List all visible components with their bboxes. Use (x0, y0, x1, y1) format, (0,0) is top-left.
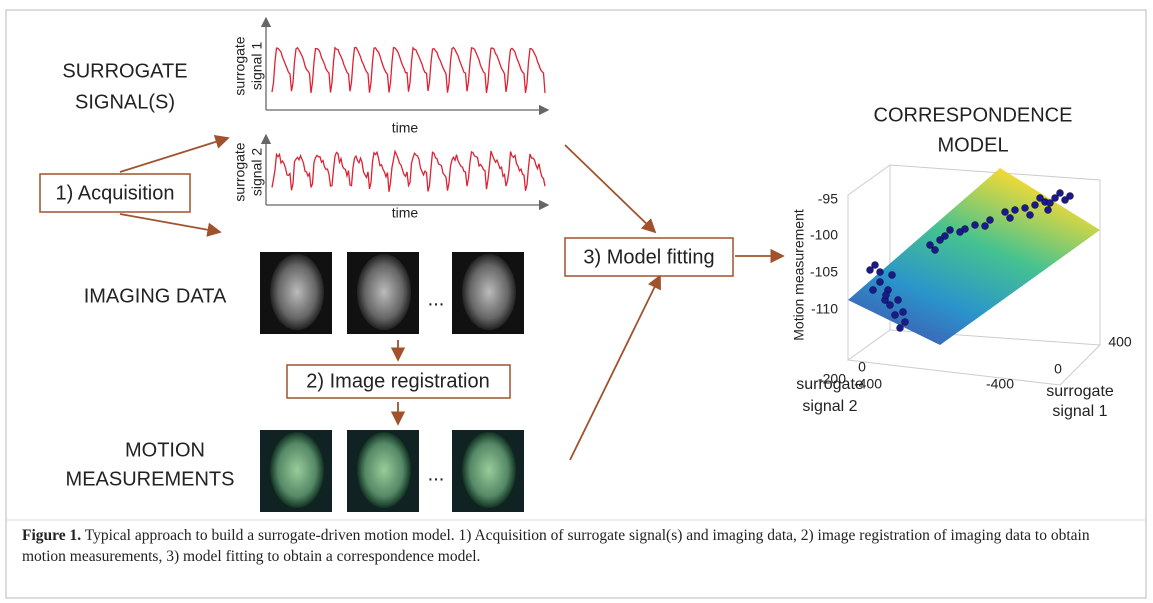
model-title: CORRESPONDENCE (874, 104, 1073, 126)
frame (5, 9, 1147, 599)
point (1056, 189, 1064, 197)
arrow (119, 213, 222, 237)
point (936, 236, 944, 244)
row-label: IMAGING DATA (84, 285, 227, 307)
point (931, 246, 939, 254)
axis-label: signal 1 (249, 42, 265, 90)
point (1044, 206, 1052, 214)
ellipsis: ... (428, 463, 445, 485)
point (894, 296, 902, 304)
axis-label: Motion measurement (791, 209, 807, 341)
z-tick: -100 (810, 227, 838, 243)
arrow (569, 274, 661, 461)
step-label: 1) Acquisition (56, 182, 175, 204)
point (896, 324, 904, 332)
point (981, 222, 989, 230)
tick: -400 (854, 376, 882, 392)
point (971, 221, 979, 229)
axis-label: surrogate (232, 142, 248, 201)
model-title: MODEL (937, 134, 1008, 156)
tick: 400 (1108, 334, 1132, 350)
point (888, 271, 896, 279)
arrow (119, 134, 230, 173)
point (876, 268, 884, 276)
point (1051, 194, 1059, 202)
point (1046, 199, 1054, 207)
point (1021, 204, 1029, 212)
motion-images (260, 430, 524, 512)
z-tick: -110 (811, 301, 838, 317)
step-box (564, 237, 734, 277)
row-label: MOTION (125, 439, 205, 461)
axis-label: time (392, 205, 419, 221)
point (899, 308, 907, 316)
point (926, 241, 934, 249)
tick: -400 (986, 376, 1014, 392)
axis-label: signal 2 (249, 148, 265, 196)
step-label: 2) Image registration (306, 370, 489, 392)
arrow (564, 144, 657, 234)
heading: SIGNAL(S) (75, 91, 175, 113)
point (882, 291, 890, 299)
step-box (39, 173, 191, 213)
caption-label: Figure 1. (22, 527, 82, 544)
axis-label: signal 1 (1052, 403, 1107, 420)
point (1036, 194, 1044, 202)
step-box (286, 364, 511, 399)
ellipsis: ... (428, 288, 445, 310)
row-label: MEASUREMENTS (66, 468, 235, 490)
axis-label: surrogate (232, 36, 248, 95)
point (1031, 201, 1039, 209)
mri-images (260, 252, 524, 334)
z-tick: -95 (818, 191, 838, 207)
point (901, 318, 909, 326)
points (866, 189, 1074, 332)
step-label: 3) Model fitting (583, 246, 714, 268)
heading: SURROGATE (62, 60, 187, 82)
point (891, 311, 899, 319)
axis-label: signal 2 (802, 398, 857, 415)
point (946, 226, 954, 234)
point (871, 261, 879, 269)
point (961, 225, 969, 233)
point (866, 266, 874, 274)
tick: 0 (1054, 361, 1062, 377)
point (1061, 196, 1069, 204)
z-tick: -105 (810, 264, 838, 280)
point (1001, 208, 1009, 216)
point (986, 216, 994, 224)
point (876, 278, 884, 286)
surface (848, 168, 1100, 345)
tick: -200 (818, 371, 846, 387)
point (1011, 206, 1019, 214)
point (1066, 192, 1074, 200)
axis-label: surrogate (796, 376, 864, 393)
axis-label: time (392, 120, 419, 136)
point (941, 232, 949, 240)
signal (271, 149, 546, 192)
point (1026, 211, 1034, 219)
signal (271, 46, 546, 94)
point (1006, 214, 1014, 222)
axis-label: surrogate (1046, 383, 1114, 400)
caption-text: Typical approach to build a surrogate-dr… (22, 527, 1090, 565)
tick: 0 (858, 359, 866, 375)
point (886, 301, 894, 309)
point (869, 286, 877, 294)
caption: Figure 1. Typical approach to build a su… (22, 525, 1132, 567)
